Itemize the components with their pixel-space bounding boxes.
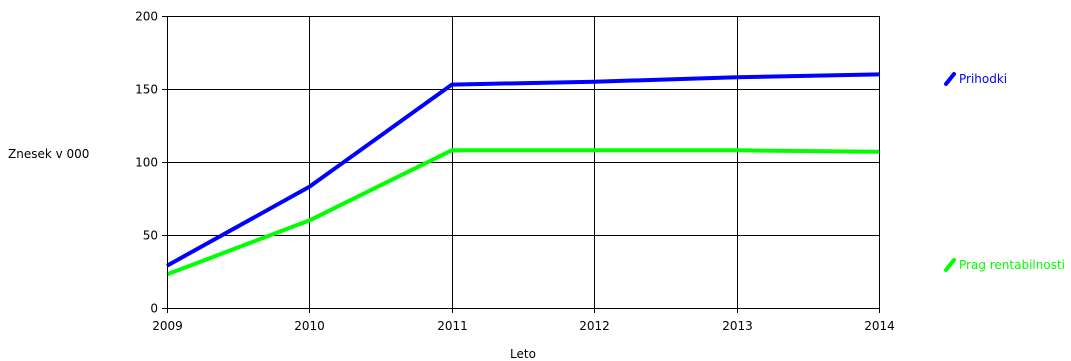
y-tick-label: 100: [135, 156, 158, 170]
series-group: [166, 72, 880, 277]
x-tick-label: 2013: [722, 319, 753, 333]
plot-frame: [167, 16, 880, 309]
x-axis-label: Leto: [510, 347, 536, 361]
legend-item-2: Prag rentabilnosti: [944, 258, 1065, 272]
series-line-2: [166, 148, 880, 277]
legend: Prihodki Prag rentabilnosti: [944, 72, 1065, 272]
legend-item-1: Prihodki: [944, 72, 1007, 86]
y-axis-label: Znesek v 000: [8, 147, 89, 161]
y-tick-label: 200: [135, 10, 158, 24]
grid: [167, 16, 879, 308]
x-tick-label: 2012: [579, 319, 610, 333]
legend-swatch: [944, 72, 956, 86]
y-tick-label: 50: [143, 229, 158, 243]
x-tick-label: 2014: [864, 319, 895, 333]
series-line-1: [166, 72, 880, 268]
y-tick-label: 150: [135, 83, 158, 97]
x-tick-label: 2009: [152, 319, 183, 333]
x-tick-label: 2011: [437, 319, 468, 333]
y-tick-label: 0: [150, 302, 158, 316]
legend-label: Prag rentabilnosti: [959, 258, 1065, 272]
x-axis: 2009 2010 2011 2012 2013 2014: [152, 308, 895, 333]
legend-swatch: [944, 258, 956, 272]
x-tick-label: 2010: [294, 319, 325, 333]
legend-label: Prihodki: [959, 72, 1007, 86]
y-axis: 0 50 100 150 200: [135, 10, 167, 316]
